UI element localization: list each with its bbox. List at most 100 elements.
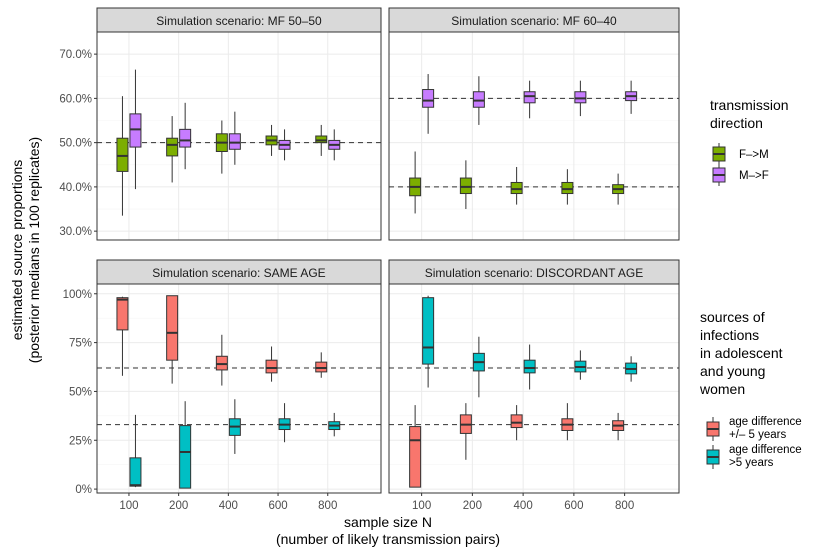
boxplot-box <box>228 111 241 165</box>
iqr-box <box>129 113 142 148</box>
x-tick-label: 400 <box>219 500 238 512</box>
boxplot-box <box>625 356 638 382</box>
panel-border <box>388 283 680 494</box>
panel-r1-c0: Simulation scenario: SAME AGE 0% 25% 50% 75%… <box>63 259 382 512</box>
y-tick-label: 50.0% <box>59 138 92 150</box>
iqr-box <box>561 181 574 195</box>
legend-title: and young <box>700 363 765 379</box>
x-axis-title: (number of likely transmission pairs) <box>276 531 500 547</box>
boxplot-box <box>166 116 179 183</box>
x-tick-label: 600 <box>564 500 583 512</box>
iqr-box <box>422 89 435 108</box>
iqr-box <box>315 135 328 144</box>
iqr-box <box>523 91 536 104</box>
iqr-box <box>228 133 241 150</box>
boxplot-box <box>278 129 291 161</box>
boxplot-box <box>315 352 328 378</box>
boxplot-box <box>116 296 129 376</box>
iqr-box <box>166 295 179 361</box>
legend-title: direction <box>710 115 763 131</box>
legend-label: >5 years <box>729 457 774 469</box>
boxplot-box <box>510 166 523 205</box>
legend-label: age difference <box>729 416 802 428</box>
y-tick-label: 40.0% <box>59 182 92 194</box>
legend-label: age difference <box>729 444 802 456</box>
legend-label: M–>F <box>739 170 769 182</box>
iqr-box <box>510 181 523 195</box>
boxplot-box <box>215 120 228 174</box>
x-tick-label: 200 <box>169 500 188 512</box>
iqr-box <box>179 128 192 148</box>
boxplot-box <box>409 405 422 488</box>
legend-title: women <box>699 381 745 397</box>
panel-border <box>96 283 382 494</box>
y-tick-label: 100% <box>63 289 92 301</box>
legend-row-0: transmission direction F–>M M–>F <box>710 97 789 186</box>
legend-title: sources of <box>700 309 765 325</box>
boxplot-box <box>265 346 278 382</box>
iqr-box <box>265 359 278 374</box>
panel-title: Simulation scenario: MF 50–50 <box>156 14 322 28</box>
boxplot-box <box>625 80 638 114</box>
boxplot-box <box>422 74 435 134</box>
legend-key <box>706 417 720 441</box>
y-tick-label: 75% <box>69 338 92 350</box>
boxplot-box <box>179 102 192 170</box>
x-tick-label: 800 <box>318 500 337 512</box>
boxplot-box <box>561 403 574 441</box>
panel-r0-c0: Simulation scenario: MF 50–50 30.0% 40.0% 5… <box>59 7 382 241</box>
panel-title: Simulation scenario: DISCORDANT AGE <box>425 266 644 280</box>
boxplot-box <box>328 129 341 161</box>
boxplot-box <box>510 405 523 441</box>
iqr-box <box>409 426 422 488</box>
boxplot-box <box>472 336 485 398</box>
iqr-box <box>116 297 129 331</box>
panel-border <box>96 31 382 241</box>
y-tick-label: 25% <box>69 435 92 447</box>
boxplot-box <box>409 151 422 214</box>
panel-strip <box>96 7 382 33</box>
boxplot-box <box>472 76 485 125</box>
boxplot-box <box>228 399 241 454</box>
legend-title: transmission <box>710 97 789 113</box>
x-tick-label: 600 <box>268 500 287 512</box>
iqr-box <box>116 137 129 172</box>
boxplot-box <box>523 344 536 390</box>
boxplot-box <box>166 295 179 384</box>
iqr-box <box>129 457 142 487</box>
boxplot-box <box>315 124 328 156</box>
x-tick-label: 200 <box>463 500 482 512</box>
legend-title: infections <box>700 327 759 343</box>
boxplot-box <box>574 80 587 117</box>
boxplot-box <box>179 401 192 489</box>
boxplot-box <box>129 414 142 488</box>
y-axis-title: (posterior medians in 100 replicates) <box>26 137 42 363</box>
y-tick-label: 50% <box>69 386 92 398</box>
y-tick-label: 70.0% <box>59 49 92 61</box>
x-tick-label: 100 <box>119 500 138 512</box>
boxplot-box <box>328 412 341 437</box>
iqr-box <box>523 359 536 374</box>
iqr-box <box>422 297 435 365</box>
iqr-box <box>510 414 523 429</box>
legend-row-1: sources of infections in adolescent and you… <box>699 309 802 469</box>
boxplot-box <box>129 69 142 190</box>
legend-key <box>712 143 726 165</box>
boxplot-box <box>422 295 435 388</box>
iqr-box <box>166 137 179 157</box>
panel-r0-c1: Simulation scenario: MF 60–40 <box>388 7 680 241</box>
boxplot-box <box>459 160 472 210</box>
iqr-box <box>179 425 192 489</box>
y-axis-title: estimated source proportions <box>9 160 25 341</box>
y-tick-label: 30.0% <box>59 226 92 238</box>
panel-strip <box>388 7 680 33</box>
iqr-box <box>574 91 587 104</box>
y-tick-label: 60.0% <box>59 93 92 105</box>
legend-key <box>712 164 726 186</box>
panel-r1-c1: Simulation scenario: DISCORDANT AGE 100 20… <box>388 259 680 512</box>
boxplot-box <box>215 334 228 386</box>
x-tick-label: 800 <box>615 500 634 512</box>
panel-title: Simulation scenario: SAME AGE <box>152 266 325 280</box>
panel-title: Simulation scenario: MF 60–40 <box>451 14 617 28</box>
boxplot-box <box>278 403 291 443</box>
